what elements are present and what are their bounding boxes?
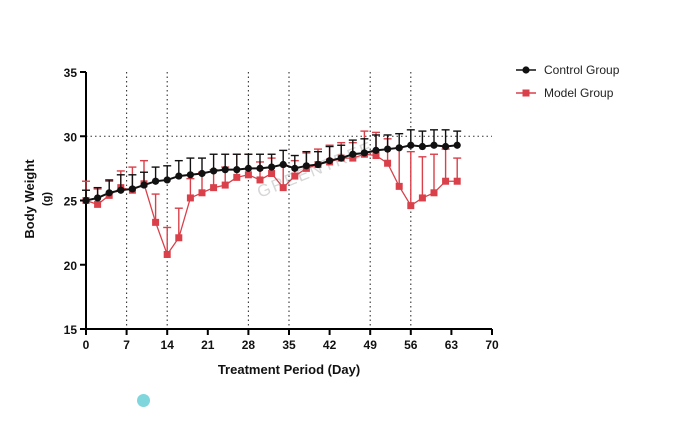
data-point [221, 181, 229, 189]
data-point [105, 189, 113, 197]
x-tick-label: 63 [445, 338, 459, 352]
data-point [210, 184, 218, 192]
data-point [128, 185, 136, 193]
x-tick-label: 28 [242, 338, 256, 352]
x-tick-label: 7 [123, 338, 130, 352]
data-point [244, 164, 252, 172]
x-tick-label: 0 [83, 338, 90, 352]
data-point [140, 181, 148, 189]
data-point [152, 218, 160, 226]
data-point [291, 172, 299, 180]
data-point [360, 149, 368, 157]
legend-marker-control-group [522, 66, 530, 74]
data-point [256, 164, 264, 172]
data-point [349, 150, 357, 158]
cyan-dot [137, 394, 150, 407]
data-point [302, 162, 310, 170]
x-tick-label: 70 [485, 338, 499, 352]
control-group-series [82, 129, 462, 205]
y-tick-label: 35 [64, 66, 78, 80]
data-point [372, 152, 380, 160]
data-point [152, 177, 160, 185]
data-point [233, 173, 241, 181]
data-point [314, 160, 322, 169]
x-tick-label: 42 [323, 338, 337, 352]
data-point [268, 170, 276, 178]
data-point [418, 142, 426, 151]
data-point [221, 166, 229, 174]
y-tick-label: 25 [64, 195, 78, 209]
data-point [442, 177, 450, 185]
data-point [198, 189, 206, 197]
data-point [372, 146, 380, 154]
data-point [163, 250, 171, 258]
data-point [233, 166, 241, 174]
data-point [186, 171, 194, 179]
data-point [395, 182, 403, 190]
y-tick-label: 30 [64, 130, 78, 144]
data-point [384, 145, 392, 153]
data-point [349, 154, 357, 162]
data-point [175, 172, 183, 180]
data-point [210, 167, 218, 175]
legend-marker-model-group [522, 89, 530, 97]
y-tick-label: 20 [64, 259, 78, 273]
data-point [418, 194, 426, 202]
data-point [326, 157, 334, 165]
data-series [82, 129, 462, 258]
data-point [291, 164, 299, 172]
data-point [430, 189, 438, 197]
data-point [279, 160, 287, 169]
data-point [268, 163, 276, 171]
data-point [337, 154, 345, 162]
data-point [175, 234, 183, 242]
data-point [256, 176, 264, 184]
data-point [407, 202, 415, 210]
data-point [279, 184, 287, 192]
x-tick-label: 21 [201, 338, 215, 352]
data-point [94, 194, 102, 202]
data-point [198, 169, 206, 178]
x-tick-label: 35 [282, 338, 296, 352]
axes: 15 20 25 30 35 0 7 14 21 28 35 42 49 56 63 70 [64, 66, 499, 352]
data-point [442, 142, 450, 151]
data-point [453, 141, 461, 149]
data-point [94, 200, 102, 208]
data-point [117, 186, 125, 194]
data-point [453, 177, 461, 185]
legend-label-model-group: Model Group [544, 86, 614, 100]
x-tick-label: 49 [364, 338, 378, 352]
y-tick-label: 15 [64, 323, 78, 337]
x-tick-label: 56 [404, 338, 418, 352]
data-point [384, 159, 392, 167]
reference-lines [86, 72, 492, 329]
x-axis-title: Treatment Period (Day) [218, 362, 360, 377]
data-point [163, 176, 171, 184]
data-point [82, 196, 90, 205]
legend: Control Group Model Group [516, 63, 620, 100]
data-point [395, 144, 403, 152]
legend-label-control-group: Control Group [544, 63, 620, 77]
x-tick-label: 14 [161, 338, 175, 352]
y-axis-title: Body Weight [22, 159, 37, 239]
data-point [186, 194, 194, 202]
y-axis-unit: (g) [41, 192, 53, 206]
data-point [407, 141, 415, 149]
data-point [430, 141, 438, 149]
data-point [244, 171, 252, 179]
